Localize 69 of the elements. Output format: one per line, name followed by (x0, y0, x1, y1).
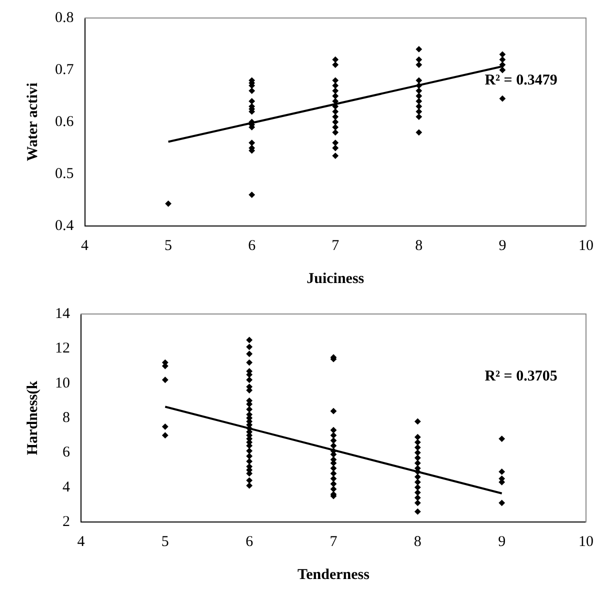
point (416, 98, 422, 104)
x-tick-label: 9 (498, 238, 506, 254)
point (332, 108, 339, 115)
x-tick-label: 5 (164, 238, 172, 254)
point (332, 62, 339, 68)
x-tick-label: 10 (578, 238, 594, 254)
point (416, 56, 422, 63)
y-tick-label: 0.4 (55, 218, 74, 234)
point (248, 98, 256, 104)
x-axis-title: Juiciness (306, 270, 364, 287)
y-tick-label: 8 (62, 410, 70, 426)
point (332, 77, 339, 84)
y-axis-title: Hardness(k (24, 380, 41, 456)
point (248, 192, 256, 198)
point (332, 129, 339, 136)
point (416, 129, 422, 136)
point (416, 103, 422, 110)
point (499, 95, 506, 102)
point (332, 98, 339, 104)
point (416, 114, 422, 120)
x-tick-label: 4 (77, 534, 86, 550)
y-tick-label: 6 (62, 444, 70, 461)
point (248, 88, 256, 94)
point (332, 114, 339, 120)
point (332, 56, 339, 63)
point (416, 46, 422, 52)
y-tick-label: 0.5 (55, 166, 74, 182)
point (332, 88, 339, 94)
point (499, 66, 506, 74)
x-tick-label: 8 (414, 534, 422, 550)
point (416, 108, 422, 115)
y-tick-label: 0.7 (55, 62, 74, 78)
point (416, 92, 422, 100)
y-tick-label: 0.6 (55, 114, 74, 130)
point (416, 88, 422, 94)
point (332, 124, 339, 130)
point (499, 62, 506, 68)
y-tick-label: 0.8 (55, 10, 74, 26)
x-tick-label: 7 (330, 534, 338, 550)
x-tick-label: 9 (498, 534, 506, 550)
point (332, 140, 339, 146)
x-axis-title: Tenderness (298, 566, 370, 583)
y-tick-label: 14 (55, 306, 70, 322)
y-tick-label: 10 (55, 375, 70, 392)
point (499, 56, 506, 63)
point (165, 200, 172, 207)
point (332, 144, 339, 152)
x-tick-label: 6 (248, 238, 256, 254)
y-tick-label: 12 (55, 340, 70, 357)
point (416, 82, 422, 89)
y-tick-label: 2 (62, 514, 70, 530)
x-tick-label: 6 (246, 534, 254, 550)
x-tick-label: 8 (415, 238, 423, 254)
point (332, 152, 339, 159)
x-tick-label: 4 (81, 238, 89, 254)
annotation: R² = 0.3705 (484, 368, 558, 384)
point (332, 82, 339, 89)
point (248, 140, 256, 146)
point (416, 62, 422, 68)
point (332, 118, 339, 126)
y-tick-label: 4 (62, 479, 70, 496)
point (332, 92, 339, 100)
point (499, 51, 506, 58)
x-tick-label: 10 (578, 534, 594, 550)
x-tick-label: 7 (332, 238, 340, 254)
annotation: R² = 0.3479 (484, 72, 558, 88)
point (416, 77, 422, 84)
x-tick-label: 5 (161, 534, 169, 550)
y-axis-title: Water activi (24, 82, 41, 162)
